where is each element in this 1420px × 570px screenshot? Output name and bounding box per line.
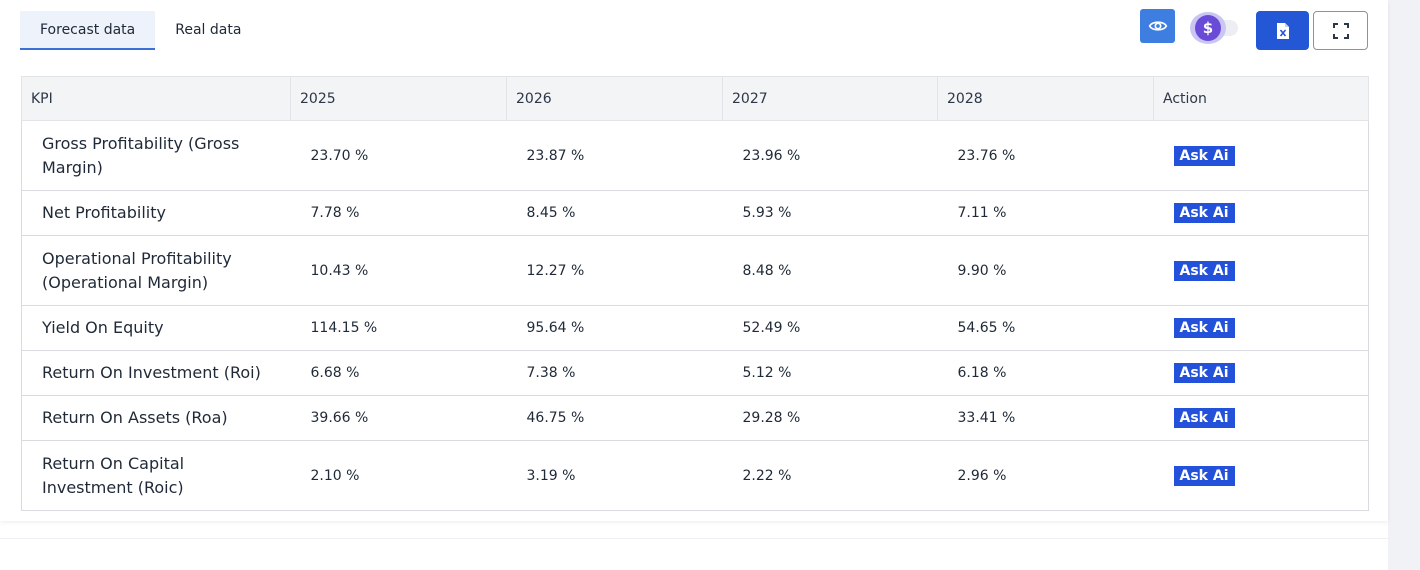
page-scroll-gutter — [1388, 0, 1420, 570]
action-cell: Ask Ai — [1153, 235, 1369, 306]
secondary-card — [0, 538, 1388, 570]
value-cell: 33.41 % — [937, 395, 1154, 441]
export-excel-button[interactable] — [1256, 11, 1309, 50]
value-cell: 5.93 % — [722, 190, 938, 236]
fullscreen-icon — [1332, 22, 1349, 39]
header-kpi: KPI — [21, 76, 291, 121]
tab-forecast-data[interactable]: Forecast data — [20, 11, 156, 50]
value-cell: 23.96 % — [722, 120, 938, 191]
value-cell: 8.45 % — [506, 190, 723, 236]
value-cell: 7.78 % — [290, 190, 507, 236]
kpi-table: KPI 2025 2026 2027 2028 Action Gross Pro… — [21, 76, 1369, 511]
value-cell: 52.49 % — [722, 305, 938, 351]
ask-ai-button[interactable]: Ask Ai — [1173, 260, 1235, 281]
dollar-icon: $ — [1195, 15, 1221, 41]
action-cell: Ask Ai — [1153, 440, 1369, 511]
action-cell: Ask Ai — [1153, 120, 1369, 191]
kpi-name: Operational Profitability (Operational M… — [21, 235, 291, 306]
value-cell: 46.75 % — [506, 395, 723, 441]
header-2028: 2028 — [937, 76, 1154, 121]
eye-icon — [1148, 21, 1167, 31]
data-tabs: Forecast data Real data — [20, 11, 261, 50]
table-row: Yield On Equity 114.15 % 95.64 % 52.49 %… — [21, 305, 1369, 351]
value-cell: 6.18 % — [937, 350, 1154, 396]
kpi-name: Gross Profitability (Gross Margin) — [21, 120, 291, 191]
table-row: Return On Investment (Roi) 6.68 % 7.38 %… — [21, 350, 1369, 396]
value-cell: 54.65 % — [937, 305, 1154, 351]
value-cell: 2.10 % — [290, 440, 507, 511]
table-row: Operational Profitability (Operational M… — [21, 235, 1369, 306]
table-row: Gross Profitability (Gross Margin) 23.70… — [21, 120, 1369, 191]
value-cell: 2.96 % — [937, 440, 1154, 511]
kpi-name: Yield On Equity — [21, 305, 291, 351]
fullscreen-button[interactable] — [1313, 11, 1368, 50]
kpi-name: Return On Assets (Roa) — [21, 395, 291, 441]
currency-toggle[interactable]: $ — [1190, 12, 1248, 44]
kpi-name: Net Profitability — [21, 190, 291, 236]
toggle-knob: $ — [1190, 12, 1226, 44]
value-cell: 114.15 % — [290, 305, 507, 351]
table-header-row: KPI 2025 2026 2027 2028 Action — [21, 76, 1369, 121]
table-row: Net Profitability 7.78 % 8.45 % 5.93 % 7… — [21, 190, 1369, 236]
kpi-name: Return On Investment (Roi) — [21, 350, 291, 396]
tab-real-data[interactable]: Real data — [175, 21, 242, 38]
value-cell: 29.28 % — [722, 395, 938, 441]
value-cell: 95.64 % — [506, 305, 723, 351]
ask-ai-button[interactable]: Ask Ai — [1173, 318, 1235, 338]
value-cell: 12.27 % — [506, 235, 723, 306]
ask-ai-button[interactable]: Ask Ai — [1173, 145, 1235, 166]
view-button[interactable] — [1140, 9, 1175, 43]
ask-ai-button[interactable]: Ask Ai — [1173, 203, 1235, 223]
value-cell: 2.22 % — [722, 440, 938, 511]
action-cell: Ask Ai — [1153, 190, 1369, 236]
value-cell: 23.70 % — [290, 120, 507, 191]
value-cell: 7.38 % — [506, 350, 723, 396]
table-row: Return On Capital Investment (Roic) 2.10… — [21, 440, 1369, 511]
header-2026: 2026 — [506, 76, 723, 121]
table-row: Return On Assets (Roa) 39.66 % 46.75 % 2… — [21, 395, 1369, 441]
value-cell: 8.48 % — [722, 235, 938, 306]
value-cell: 6.68 % — [290, 350, 507, 396]
value-cell: 23.76 % — [937, 120, 1154, 191]
action-cell: Ask Ai — [1153, 395, 1369, 441]
action-cell: Ask Ai — [1153, 305, 1369, 351]
value-cell: 7.11 % — [937, 190, 1154, 236]
value-cell: 23.87 % — [506, 120, 723, 191]
excel-file-icon — [1276, 22, 1289, 39]
value-cell: 10.43 % — [290, 235, 507, 306]
value-cell: 9.90 % — [937, 235, 1154, 306]
value-cell: 5.12 % — [722, 350, 938, 396]
value-cell: 39.66 % — [290, 395, 507, 441]
ask-ai-button[interactable]: Ask Ai — [1173, 363, 1235, 383]
action-cell: Ask Ai — [1153, 350, 1369, 396]
value-cell: 3.19 % — [506, 440, 723, 511]
header-action: Action — [1153, 76, 1369, 121]
kpi-name: Return On Capital Investment (Roic) — [21, 440, 291, 511]
kpi-card: Forecast data Real data $ — [20, 9, 1369, 511]
ask-ai-button[interactable]: Ask Ai — [1173, 465, 1235, 486]
header-2027: 2027 — [722, 76, 938, 121]
ask-ai-button[interactable]: Ask Ai — [1173, 408, 1235, 428]
header-2025: 2025 — [290, 76, 507, 121]
